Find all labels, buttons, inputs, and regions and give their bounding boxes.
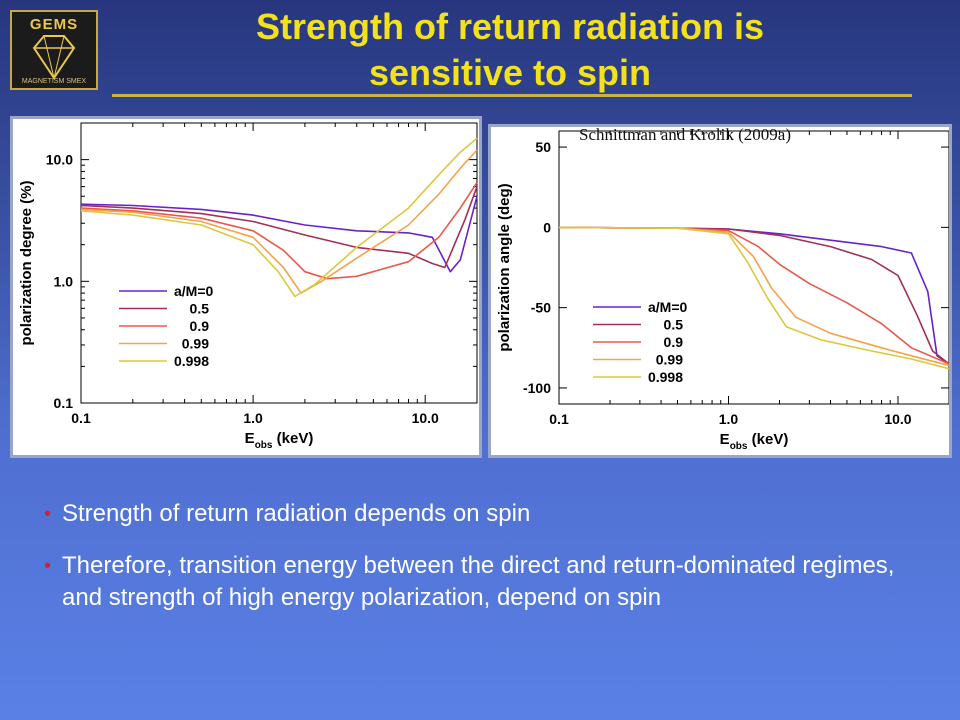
legend-label: 0.9 <box>190 318 210 334</box>
x-tick-label: 10.0 <box>884 411 911 427</box>
series-line <box>558 226 950 370</box>
polarization-angle-chart: 0.1 1.0 10.0 50 0 -50 -100 Eobs (keV) polarizati… <box>488 124 952 458</box>
legend-label: 0.5 <box>190 301 210 317</box>
title-line-1: Strength of return radiation is <box>255 6 765 47</box>
bullet-dot: • <box>44 503 52 525</box>
gems-logo: GEMS MAGNETISM SMEX <box>10 10 98 90</box>
diamond-icon <box>32 35 76 80</box>
legend-label: 0.9 <box>664 334 684 350</box>
legend-label: 0.5 <box>664 317 684 333</box>
y-tick-label: 10.0 <box>46 152 73 168</box>
legend-label: a/M=0 <box>648 299 688 315</box>
series-line <box>80 137 478 298</box>
bullet-dot: • <box>44 555 52 577</box>
x-tick-label: 1.0 <box>243 410 263 426</box>
series-line <box>80 196 478 273</box>
bullet-item: • Strength of return radiation depends o… <box>44 498 924 530</box>
polarization-angle-plot: 0.1 1.0 10.0 50 0 -50 -100 Eobs (keV) polarizati… <box>496 130 950 452</box>
plot-frame <box>558 130 950 405</box>
y-axis-label: polarization angle (deg) <box>496 183 513 351</box>
y-axis-label: polarization degree (%) <box>18 180 35 345</box>
legend-label: 0.998 <box>174 353 209 369</box>
plot-frame <box>80 122 478 404</box>
slide-title: Strength of return radiation is sensitiv… <box>110 4 910 96</box>
logo-text: GEMS <box>29 16 79 33</box>
title-underline <box>112 94 912 97</box>
x-tick-label: 10.0 <box>412 410 439 426</box>
legend-label: 0.99 <box>656 352 683 368</box>
bullet-text: Therefore, transition energy between the… <box>62 552 895 611</box>
polarization-degree-chart: 0.1 1.0 10.0 0.1 1.0 10.0 Eobs (keV) polarizati… <box>10 116 482 458</box>
series-line <box>558 226 950 365</box>
bullet-item: • Therefore, transition energy between t… <box>44 550 924 614</box>
y-tick-label: 0 <box>543 219 551 235</box>
x-tick-label: 0.1 <box>71 410 91 426</box>
y-tick-label: 0.1 <box>54 395 74 411</box>
series-line <box>80 181 478 280</box>
bullet-text: Strength of return radiation depends on … <box>62 500 531 527</box>
bullet-list: • Strength of return radiation depends o… <box>44 498 924 634</box>
x-tick-label: 0.1 <box>549 411 569 427</box>
y-tick-label: 50 <box>535 139 551 155</box>
y-tick-label: -100 <box>523 380 551 396</box>
legend-label: 0.99 <box>182 336 209 352</box>
legend-label: a/M=0 <box>174 283 214 299</box>
title-line-2: sensitive to spin <box>368 52 652 93</box>
polarization-degree-plot: 0.1 1.0 10.0 0.1 1.0 10.0 Eobs (keV) polarizati… <box>18 122 478 451</box>
y-tick-label: 1.0 <box>54 273 74 289</box>
x-axis-label: Eobs (keV) <box>720 431 789 452</box>
x-tick-label: 1.0 <box>719 411 739 427</box>
y-tick-label: -50 <box>531 300 551 316</box>
x-axis-label: Eobs (keV) <box>245 430 314 451</box>
logo-subtitle: MAGNETISM SMEX <box>21 78 87 85</box>
legend-label: 0.998 <box>648 369 683 385</box>
citation-text: Schnittman and Krolik (2009a) <box>579 125 791 144</box>
